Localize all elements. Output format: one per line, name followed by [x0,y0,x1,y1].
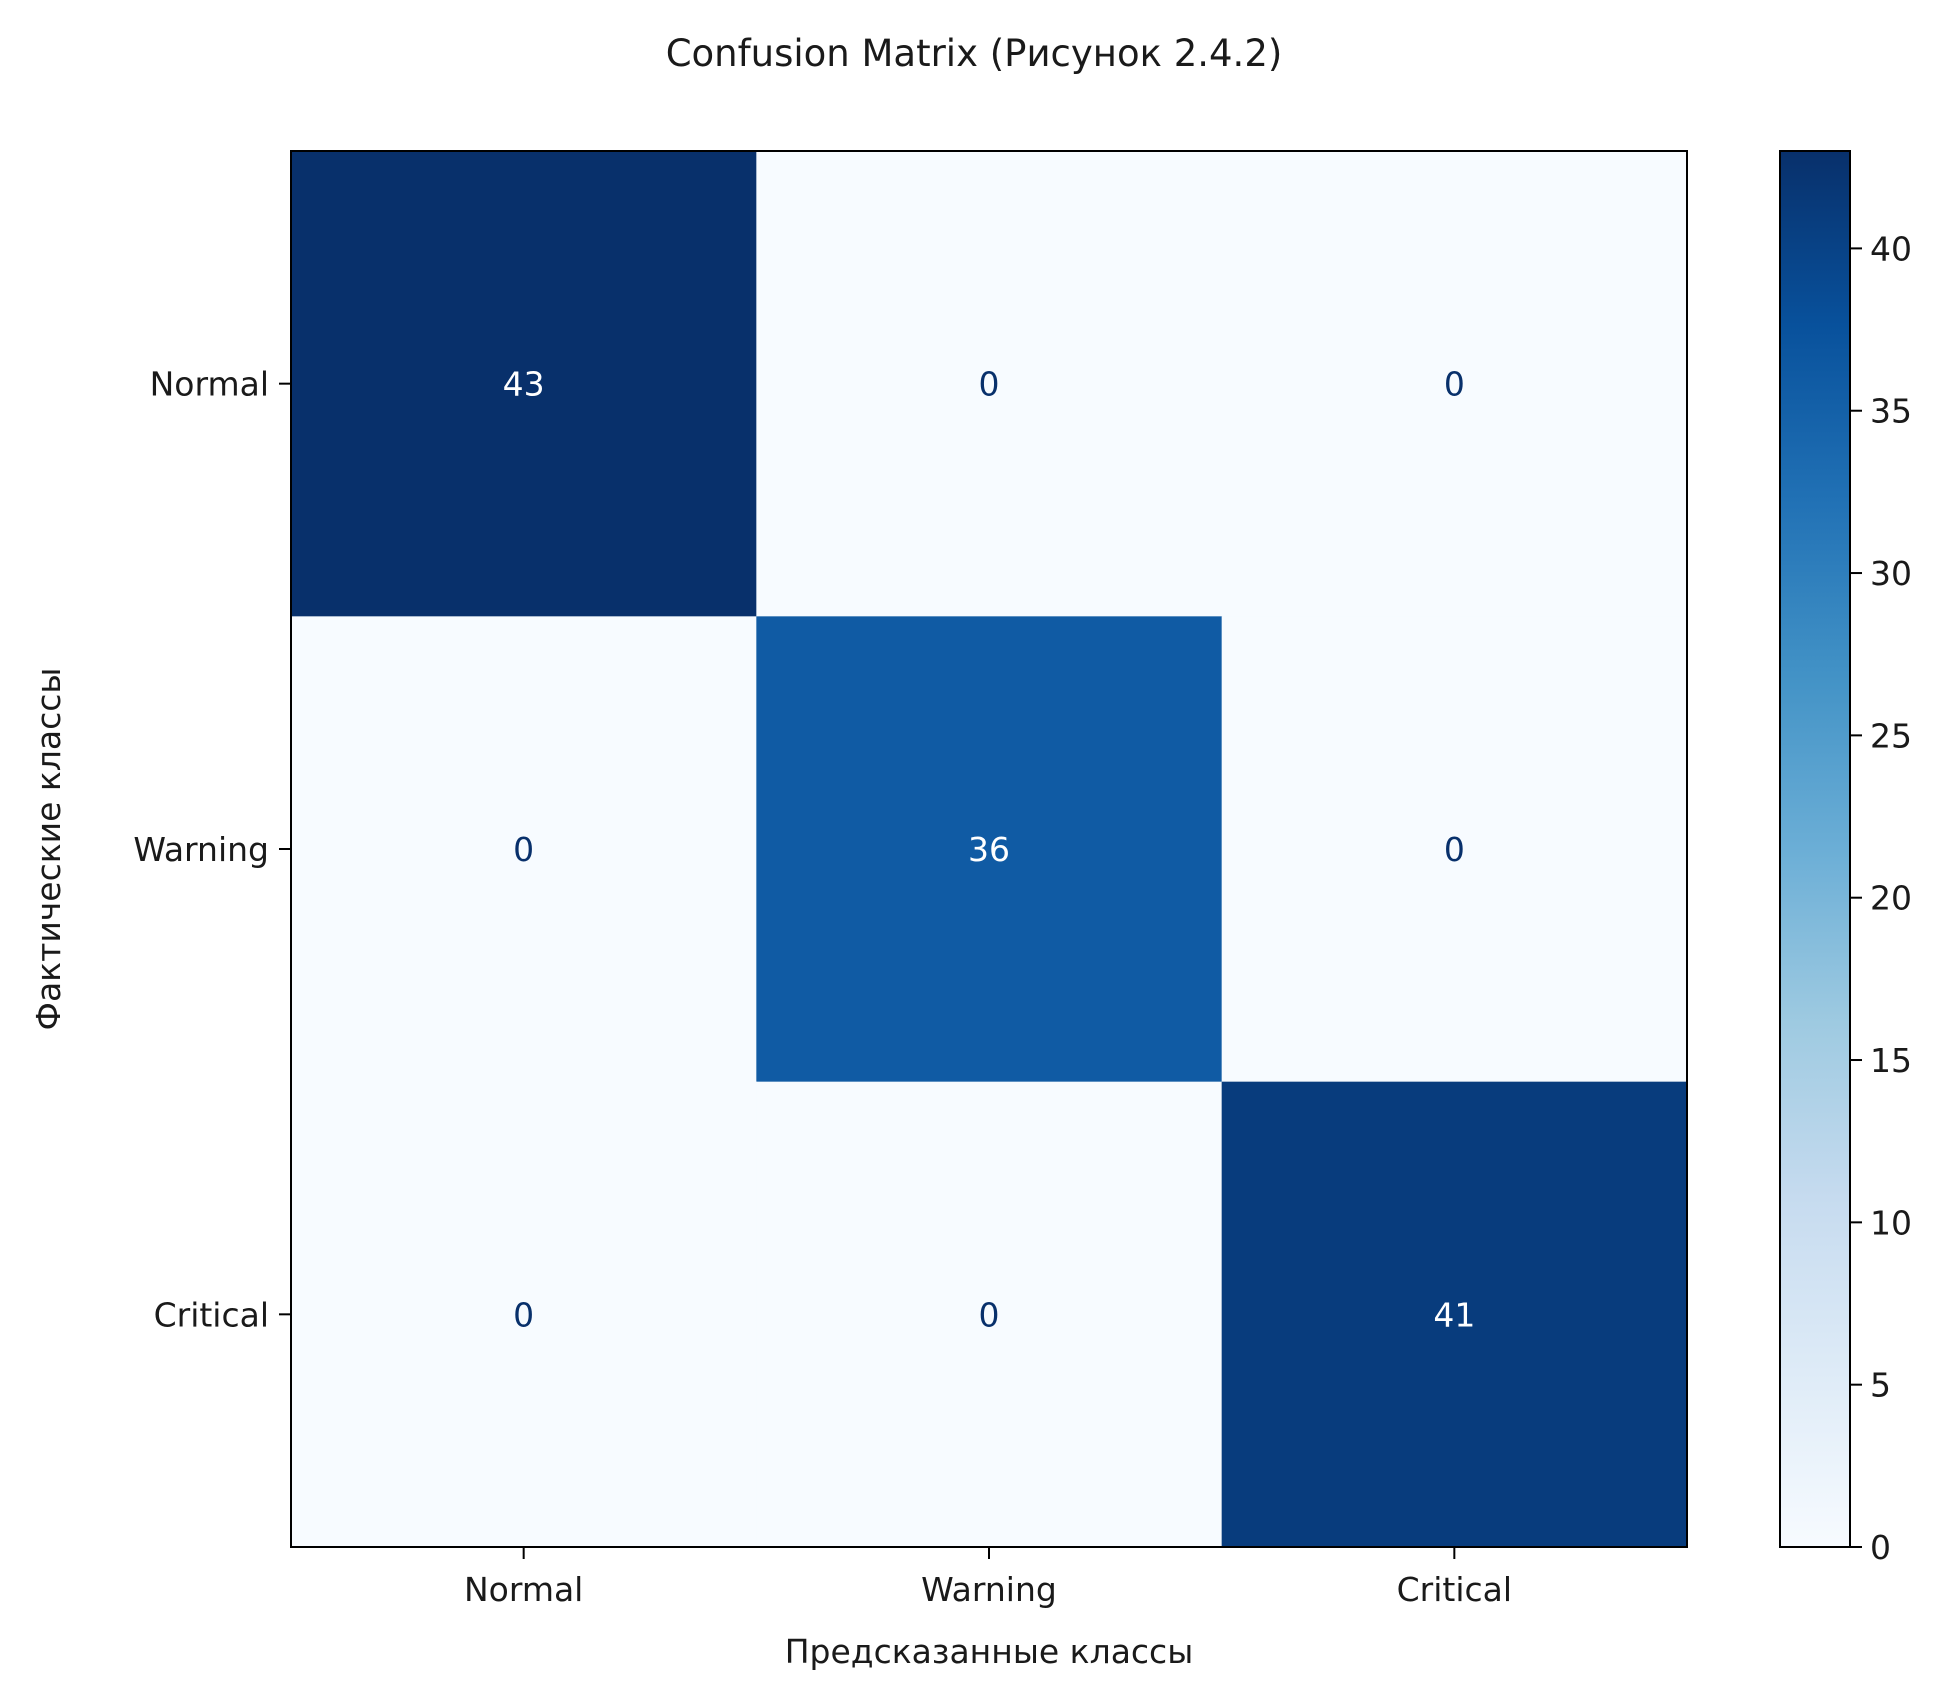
matrix-cell-1-1 [756,616,1223,1083]
matrix-value-2-0: 0 [513,1295,534,1334]
matrix-value-1-0: 0 [513,830,534,869]
matrix-cell-1-0 [291,616,757,1083]
matrix-cell-1-2 [1221,616,1688,1083]
y-tick-label: Critical [154,1295,269,1334]
y-axis-ticks: Normal Warning Critical [133,365,291,1334]
y-axis-label: Фактические классы [29,668,68,1031]
colorbar-tick-label: 20 [1870,879,1912,918]
colorbar-tick-label: 0 [1870,1528,1891,1567]
matrix-cell-0-1 [756,151,1223,617]
matrix-cells [291,151,1688,1548]
colorbar-ticks: 0 5 10 15 20 25 30 35 40 [1850,229,1912,1567]
y-tick-label: Normal [150,365,269,404]
matrix-value-1-2: 0 [1444,830,1465,869]
matrix-cell-2-1 [756,1081,1223,1548]
colorbar-tick-label: 5 [1870,1366,1891,1405]
matrix-cell-2-0 [291,1081,757,1548]
colorbar-tick-label: 10 [1870,1203,1912,1242]
matrix-value-1-1: 36 [968,830,1010,869]
matrix-value-0-2: 0 [1444,365,1465,404]
matrix-cell-0-2 [1221,151,1688,617]
matrix-cell-labels: 43 0 0 0 36 0 0 0 41 [503,365,1476,1335]
y-tick-label: Warning [133,830,269,869]
matrix-cell-2-2 [1221,1081,1688,1548]
x-tick-label: Critical [1397,1570,1512,1609]
colorbar [1779,150,1851,1548]
matrix-value-0-1: 0 [979,365,1000,404]
matrix-value-0-0: 43 [503,365,545,404]
chart-title: Confusion Matrix (Рисунок 2.4.2) [666,32,1283,75]
x-tick-label: Normal [464,1570,583,1609]
colorbar-tick-label: 35 [1870,392,1912,431]
matrix-cell-0-0 [291,151,757,617]
matrix-value-2-2: 41 [1433,1295,1475,1334]
x-tick-label: Warning [921,1570,1057,1609]
colorbar-tick-label: 40 [1870,229,1912,268]
colorbar-tick-label: 25 [1870,716,1912,755]
x-axis-label: Предсказанные классы [785,1632,1194,1671]
colorbar-tick-label: 30 [1870,554,1912,593]
x-axis-ticks: Normal Warning Critical [464,1547,1512,1609]
colorbar-tick-label: 15 [1870,1041,1912,1080]
matrix-value-2-1: 0 [979,1295,1000,1334]
